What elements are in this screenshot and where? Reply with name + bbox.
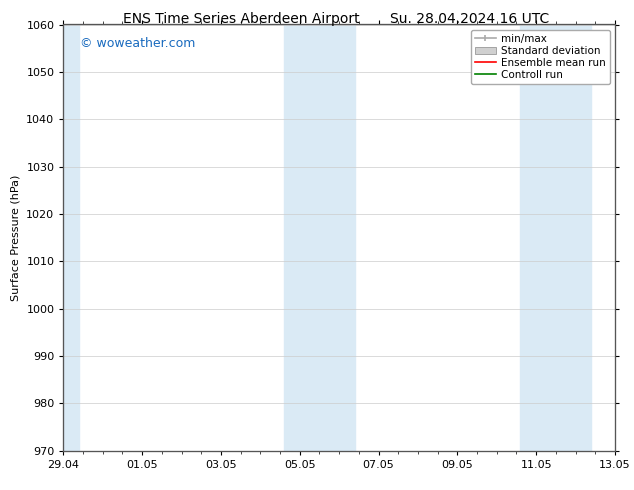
Text: ENS Time Series Aberdeen Airport: ENS Time Series Aberdeen Airport bbox=[122, 12, 359, 26]
Text: © woweather.com: © woweather.com bbox=[80, 37, 195, 50]
Bar bbox=[521, 24, 592, 451]
Bar bbox=[284, 24, 355, 451]
Y-axis label: Surface Pressure (hPa): Surface Pressure (hPa) bbox=[11, 174, 21, 301]
Text: Su. 28.04.2024 16 UTC: Su. 28.04.2024 16 UTC bbox=[389, 12, 549, 26]
Legend: min/max, Standard deviation, Ensemble mean run, Controll run: min/max, Standard deviation, Ensemble me… bbox=[470, 30, 610, 84]
Bar bbox=[63, 24, 79, 451]
